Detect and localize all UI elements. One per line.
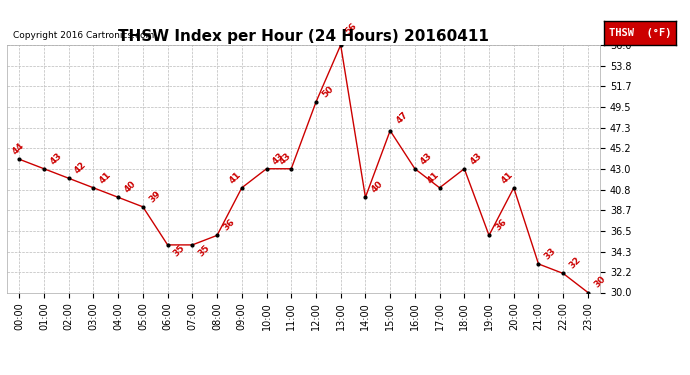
Text: 43: 43 xyxy=(419,151,434,166)
Text: 43: 43 xyxy=(277,151,293,166)
Text: 56: 56 xyxy=(344,21,359,37)
Text: 41: 41 xyxy=(426,170,441,185)
Text: 41: 41 xyxy=(500,170,515,185)
Text: 41: 41 xyxy=(97,170,113,185)
Text: Copyright 2016 Cartronics.com: Copyright 2016 Cartronics.com xyxy=(13,31,154,40)
Text: 35: 35 xyxy=(172,244,187,259)
Text: 30: 30 xyxy=(592,274,607,290)
Text: 43: 43 xyxy=(469,151,484,166)
Text: 36: 36 xyxy=(221,217,237,232)
Text: 40: 40 xyxy=(122,179,137,195)
Text: 50: 50 xyxy=(320,84,335,99)
Text: 33: 33 xyxy=(542,246,558,261)
Text: 32: 32 xyxy=(567,255,582,271)
Text: 41: 41 xyxy=(228,170,243,185)
Text: 47: 47 xyxy=(394,110,410,125)
Text: 35: 35 xyxy=(197,244,212,259)
Text: 42: 42 xyxy=(73,160,88,176)
Text: 43: 43 xyxy=(270,151,286,166)
Title: THSW Index per Hour (24 Hours) 20160411: THSW Index per Hour (24 Hours) 20160411 xyxy=(118,29,489,44)
Text: 40: 40 xyxy=(370,179,385,195)
Text: THSW  (°F): THSW (°F) xyxy=(609,28,671,38)
Text: 36: 36 xyxy=(493,217,509,232)
Text: 43: 43 xyxy=(48,151,63,166)
Text: 39: 39 xyxy=(147,189,162,204)
Text: 44: 44 xyxy=(11,141,26,156)
